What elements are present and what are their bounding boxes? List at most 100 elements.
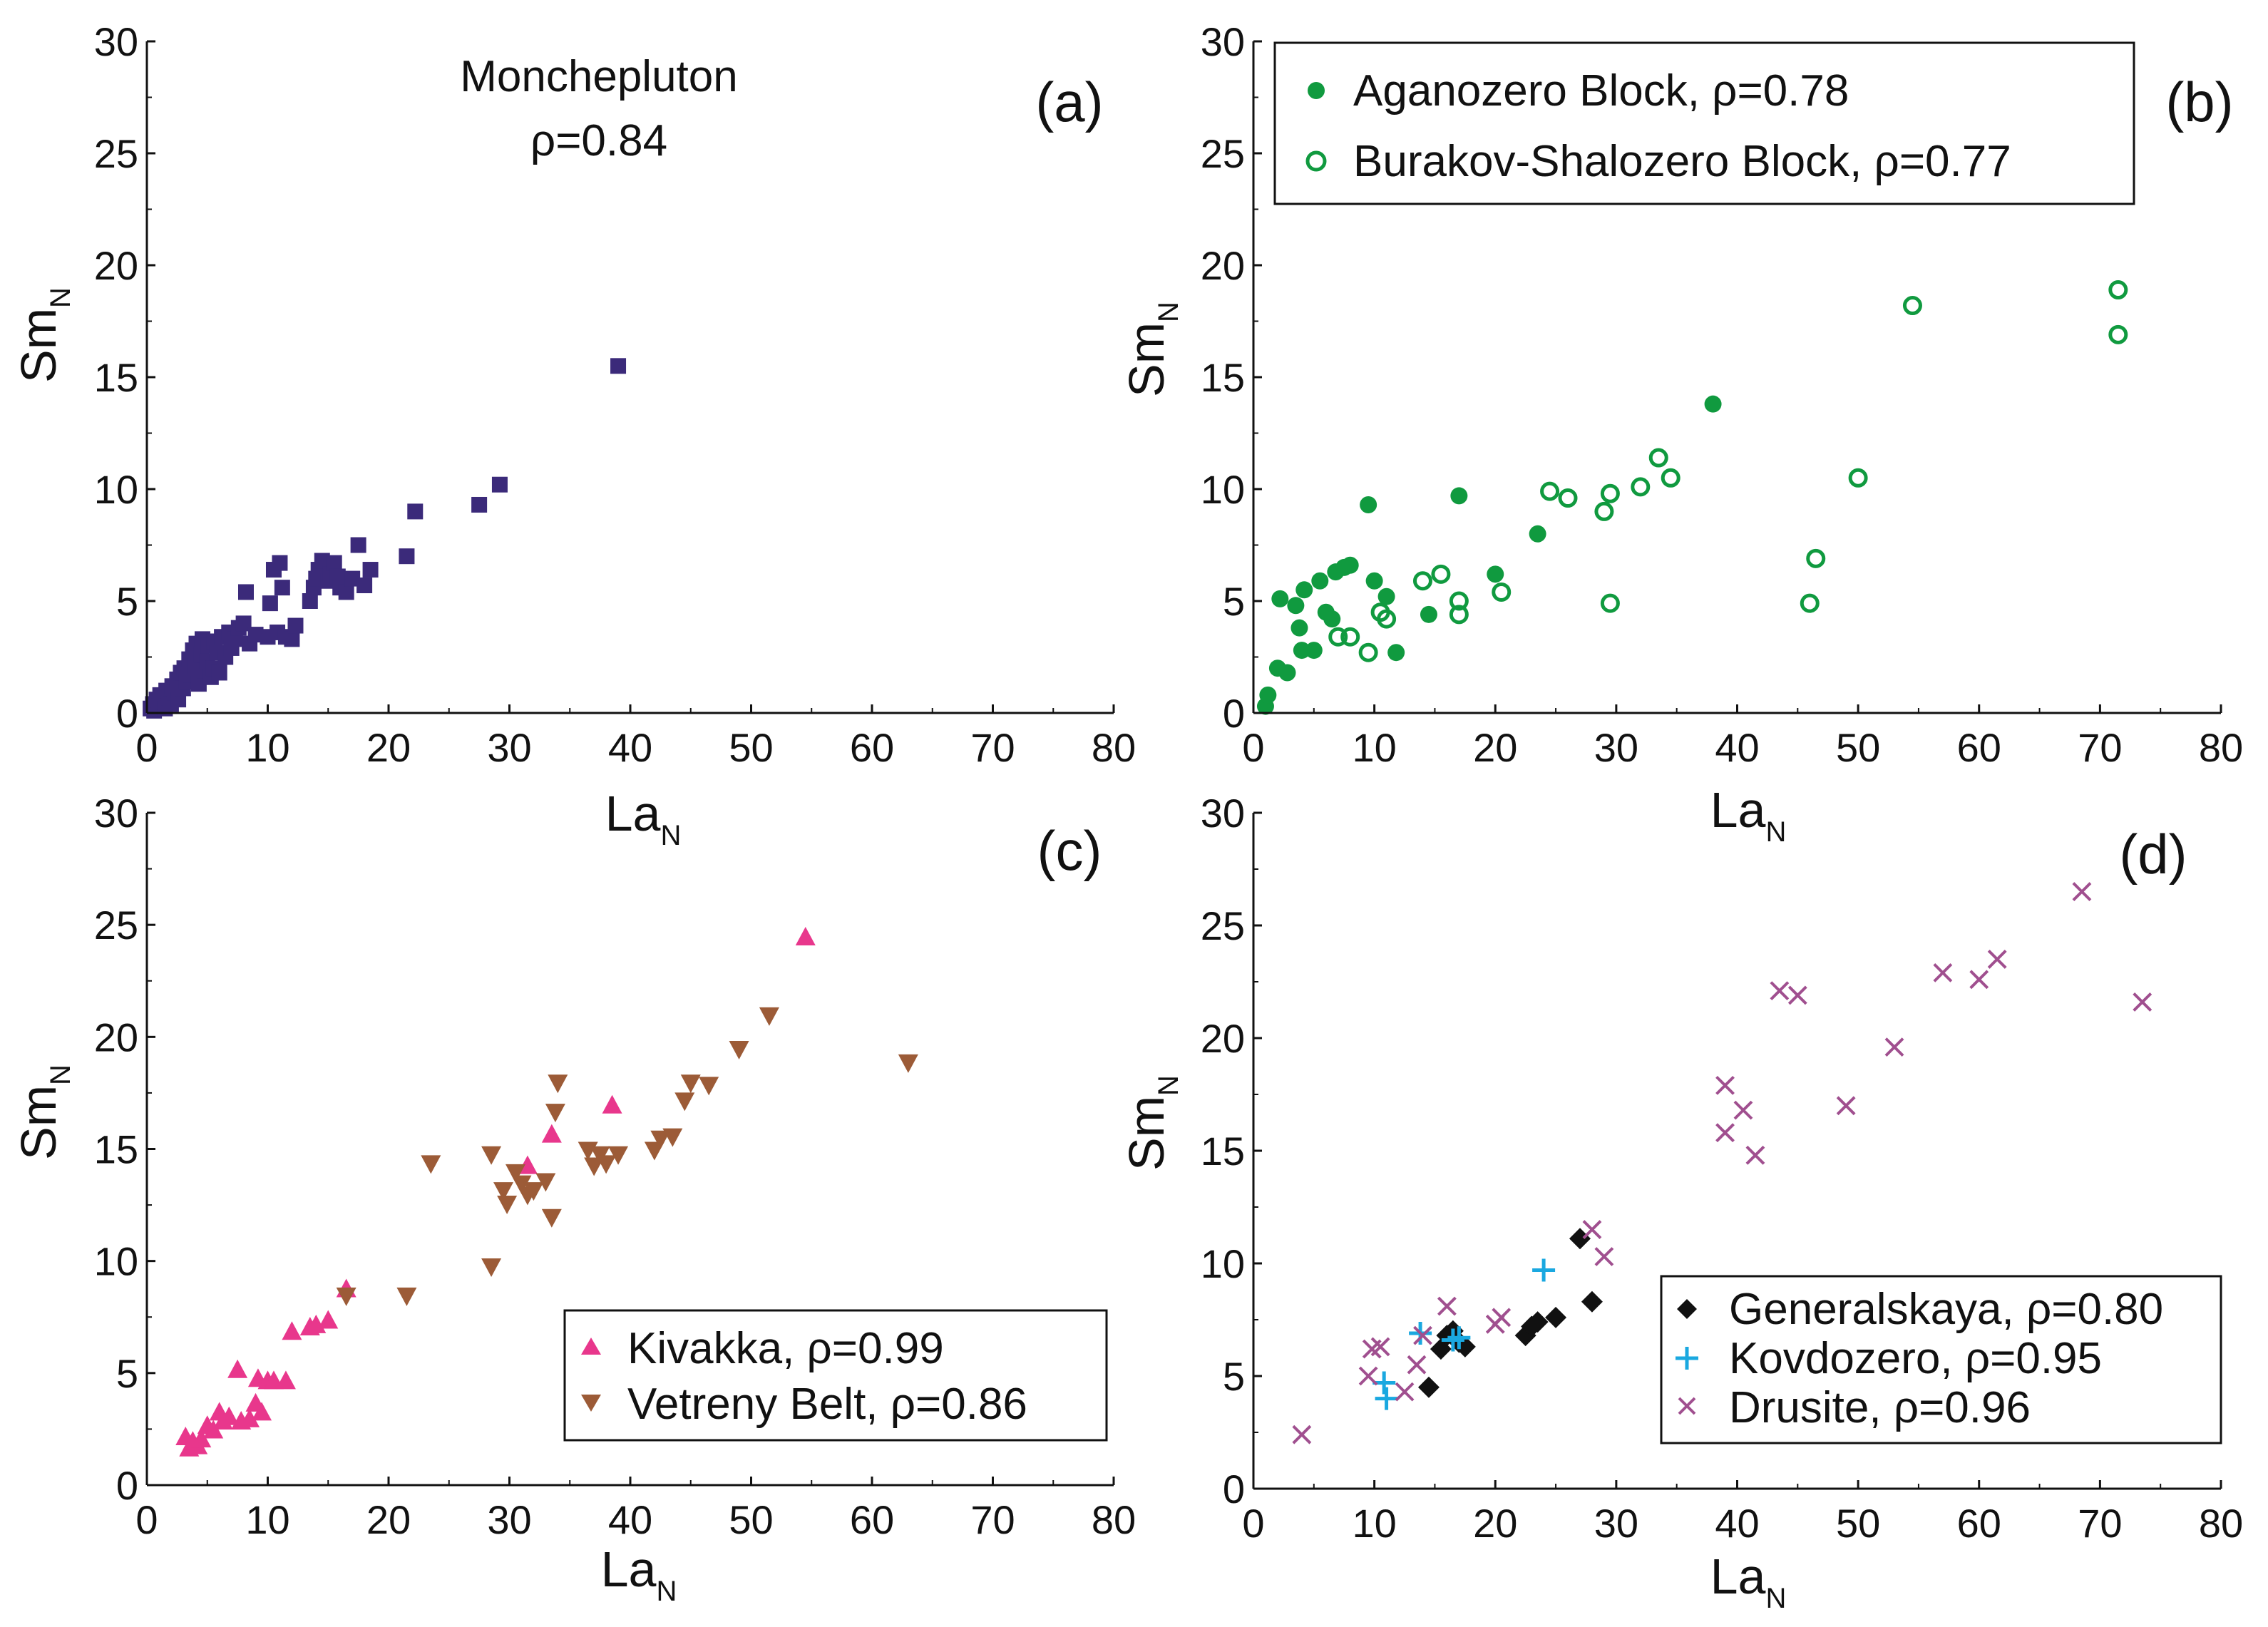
panel-c-point-vetreny-belt xyxy=(680,1074,701,1094)
panel-a-y-title-sub: N xyxy=(45,287,76,308)
panel-d-y-tick-label: 20 xyxy=(1201,1016,1245,1061)
panel-a-point-monchepluton xyxy=(237,584,254,600)
panel-b-point-burakov-shalozero-block xyxy=(1328,627,1348,647)
panel-c-point-vetreny-belt xyxy=(545,1104,565,1123)
panel-d-legend-marker-drusite xyxy=(1678,1397,1696,1415)
panel-a-point-monchepluton xyxy=(262,595,278,612)
panel-d-point-drusite xyxy=(1933,963,1953,982)
panel-a-y-title-main: Sm xyxy=(11,308,66,383)
panel-b-point-aganozero-block xyxy=(1271,590,1289,607)
panel-a-y-tick-label: 5 xyxy=(116,579,138,624)
panel-b-point-aganozero-block xyxy=(1341,556,1359,574)
panel-a-annotation-line-1: Monchepluton xyxy=(460,52,738,101)
panel-b-x-tick-label: 40 xyxy=(1715,725,1759,770)
panel-a-x-tick-label: 40 xyxy=(608,725,652,770)
panel-b-point-aganozero-block xyxy=(1295,581,1313,599)
panel-d-point-drusite xyxy=(1492,1308,1512,1328)
panel-b-x-title-main: La xyxy=(1710,782,1766,838)
panel-d-legend-marker-generalskaya xyxy=(1677,1299,1697,1319)
panel-d-point-drusite xyxy=(1407,1355,1427,1375)
panel-b-point-burakov-shalozero-block xyxy=(1800,593,1820,613)
panel-d-point-drusite xyxy=(2072,882,2092,902)
panel-a-y-tick-label: 25 xyxy=(94,131,138,176)
panel-a-point-monchepluton xyxy=(235,615,252,632)
panel-c-x-tick-label: 0 xyxy=(135,1497,158,1542)
panel-b-x-tick-label: 20 xyxy=(1473,725,1517,770)
panel-d-point-drusite xyxy=(2133,992,2152,1012)
panel-d-legend-label-drusite: Drusite, ρ=0.96 xyxy=(1729,1383,2031,1432)
panel-d-point-generalskaya xyxy=(1545,1306,1567,1328)
panel-b-point-aganozero-block xyxy=(1287,597,1305,615)
panel-a-point-monchepluton xyxy=(471,496,488,513)
panel-d-series-generalskaya xyxy=(1417,1228,1603,1398)
panel-c-y-tick-label: 20 xyxy=(94,1015,138,1059)
panel-d-point-drusite xyxy=(1733,1100,1753,1120)
panel-d-axes: 0 10 20 30 40 50 60 70 80 0 5 10 15 20 25 30 xyxy=(1201,791,2243,1546)
panel-d-legend-box xyxy=(1660,1275,2222,1444)
panel-d-legend-label-kovdozero: Kovdozero, ρ=0.95 xyxy=(1729,1334,2102,1383)
panel-a-point-monchepluton xyxy=(338,584,354,600)
panel-d-point-generalskaya xyxy=(1569,1228,1591,1250)
panel-b-point-burakov-shalozero-block xyxy=(2108,324,2128,344)
panel-b: 0 10 20 30 40 50 60 70 80 0 5 10 15 20 25 30 Aganozero … xyxy=(1119,19,2243,848)
panel-a-x-tick-label: 0 xyxy=(135,725,158,770)
panel-c-x-tick-label: 10 xyxy=(245,1497,289,1542)
panel-b-point-aganozero-block xyxy=(1704,395,1722,413)
panel-d-x-tick-label: 60 xyxy=(1957,1501,2001,1546)
panel-b-x-tick-label: 60 xyxy=(1957,725,2001,770)
panel-c-point-kivakka xyxy=(219,1406,240,1425)
panel-d-point-drusite xyxy=(1594,1247,1614,1266)
panel-a-point-monchepluton xyxy=(399,548,415,565)
panel-c-point-kivakka xyxy=(282,1321,302,1340)
panel-a-point-monchepluton xyxy=(302,593,318,609)
panel-c-point-vetreny-belt xyxy=(336,1287,356,1306)
panel-d-x-title-sub: N xyxy=(1765,1583,1786,1614)
panel-c-marks xyxy=(175,927,918,1457)
panel-b-point-burakov-shalozero-block xyxy=(1600,593,1620,613)
panel-d-series-drusite xyxy=(1292,882,2152,1444)
panel-b-point-aganozero-block xyxy=(1487,565,1504,583)
panel-b-legend-box xyxy=(1273,41,2135,205)
panel-c-y-tick-label: 0 xyxy=(116,1463,138,1508)
panel-a-x-tick-label: 10 xyxy=(245,725,289,770)
panel-c-point-vetreny-belt xyxy=(481,1146,502,1165)
panel-c-point-vetreny-belt xyxy=(493,1182,514,1201)
panel-d-y-tick-label: 0 xyxy=(1223,1467,1245,1511)
panel-d-y-title-main: Sm xyxy=(1119,1096,1174,1171)
panel-c-legend-marker-kivakka xyxy=(581,1338,601,1355)
panel-b-x-tick-label: 70 xyxy=(2078,725,2122,770)
panel-b-legend-label-burakov: Burakov-Shalozero Block, ρ=0.77 xyxy=(1353,137,2011,186)
panel-d-point-generalskaya xyxy=(1417,1376,1440,1398)
panel-d-point-drusite xyxy=(1437,1296,1457,1316)
panel-b-series-aganozero-block xyxy=(1256,395,1722,715)
panel-c-y-title-main: Sm xyxy=(11,1085,66,1160)
panel-b-point-burakov-shalozero-block xyxy=(1540,481,1560,501)
panel-b-point-burakov-shalozero-block xyxy=(1358,642,1378,662)
panel-d-label: (d) xyxy=(2119,823,2187,886)
panel-c-point-vetreny-belt xyxy=(497,1195,518,1214)
panel-c-point-vetreny-belt xyxy=(674,1092,695,1112)
panel-a-marks xyxy=(143,358,627,719)
panel-d: 0 10 20 30 40 50 60 70 80 0 5 10 15 20 25 30 Generalska… xyxy=(1119,791,2243,1614)
panel-c-point-kivakka xyxy=(191,1429,212,1448)
panel-b-x-tick-label: 0 xyxy=(1242,725,1264,770)
panel-d-x-tick-label: 50 xyxy=(1836,1501,1880,1546)
svg-text:LaN: LaN xyxy=(1710,1549,1787,1614)
panel-c-y-tick-label: 10 xyxy=(94,1239,138,1284)
panel-c-y-tick-label: 30 xyxy=(94,791,138,836)
panel-b-point-burakov-shalozero-block xyxy=(1600,483,1620,503)
panel-d-point-drusite xyxy=(1884,1037,1904,1057)
panel-d-point-drusite xyxy=(1745,1145,1765,1165)
svg-text:LaN: LaN xyxy=(605,786,682,851)
panel-b-point-burakov-shalozero-block xyxy=(1449,591,1469,611)
panel-a-axes: 0 10 20 30 40 50 60 70 80 0 5 10 15 20 25 30 xyxy=(94,19,1136,770)
panel-a-x-tick-label: 80 xyxy=(1092,725,1136,770)
panel-b-point-burakov-shalozero-block xyxy=(1449,605,1469,625)
panel-b-x-title-sub: N xyxy=(1765,816,1786,848)
panel-b-y-tick-label: 10 xyxy=(1201,467,1245,512)
panel-b-x-tick-label: 50 xyxy=(1836,725,1880,770)
panel-a-y-tick-label: 0 xyxy=(116,691,138,736)
panel-a-y-tick-label: 20 xyxy=(94,243,138,288)
panel-d-x-tick-label: 30 xyxy=(1594,1501,1638,1546)
